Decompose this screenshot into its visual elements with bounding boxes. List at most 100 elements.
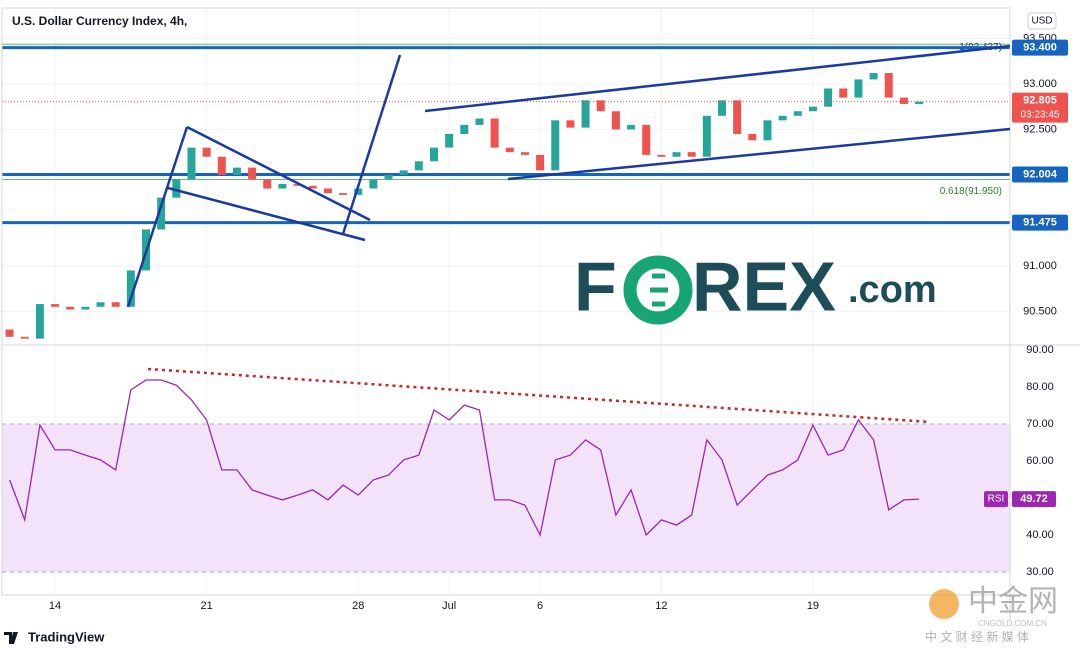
candle [596,100,605,112]
rsi-line [8,379,920,537]
candle [35,304,44,339]
y-tick-label: 60.00 [1026,455,1054,467]
trend-line [186,125,371,222]
x-tick-label: 6 [537,600,543,612]
candle [399,170,408,175]
y-tick-label: 91.000 [1023,260,1057,272]
candle [733,100,742,134]
cn-icon [929,589,959,619]
last-price-badge [1012,92,1068,123]
trend-lines [126,44,1011,424]
candle [460,124,469,134]
candle [642,124,651,155]
candle [566,120,575,128]
trend-line [126,126,189,308]
candle [369,179,378,189]
watermark-o-mark [650,273,668,307]
level-label: 92.004 [1023,168,1058,180]
candle [111,302,120,307]
x-tick-label: 28 [352,600,364,612]
logo: TradingView [28,629,105,644]
y-tick-label: 90.00 [1026,344,1054,356]
last-price-label: 92.805 [1023,95,1057,107]
x-tick-label: Jul [442,600,456,612]
candle [687,152,696,157]
candle [611,111,620,130]
candle [778,115,787,121]
candle [172,179,181,198]
candle [248,167,257,180]
y-tick-label: 70.00 [1026,418,1054,430]
candle [81,306,90,310]
candle [5,329,14,337]
candle [702,115,711,157]
candle [748,133,757,141]
candle [657,154,666,157]
candle [202,147,211,157]
watermark-text: .com [848,269,937,311]
currency: USD [1031,16,1052,27]
candle [263,179,272,189]
candle [915,101,924,104]
watermark-text: REX [692,247,836,325]
candle [854,79,863,98]
level-label: 91.475 [1023,217,1057,229]
cn-watermark: 中金网 CNGOLD.COM.CN 中 文 财 经 新 媒 体 [925,585,1058,644]
candle [96,302,105,307]
candle [187,147,196,180]
candle [232,167,241,175]
candle [899,97,908,104]
x-tick-label: 12 [655,600,667,612]
candle [384,174,393,180]
candle [66,306,75,310]
candle [293,184,302,186]
rsi-band [2,424,1010,573]
candle [278,184,287,189]
watermark-o [623,255,693,325]
trend-line [167,186,366,242]
y-tick-label: 92.500 [1023,123,1057,135]
candle [672,152,681,157]
candle [581,100,590,128]
rsi-name-badge [984,491,1008,508]
x-tick-label: 21 [201,600,213,612]
candle [126,270,135,307]
candle [354,188,363,195]
trend-line [341,54,402,235]
candle [718,100,726,116]
candle [430,147,438,162]
candle [551,120,560,171]
level-label: 93.400 [1023,41,1057,53]
candle [157,197,166,230]
candle [323,188,332,194]
logo-icon [4,632,18,644]
candle [490,118,499,148]
cn-slogan: 中 文 财 经 新 媒 体 [925,629,1029,644]
candle [217,156,226,175]
cn-site: CNGOLD.COM.CN [978,619,1047,628]
candle [308,185,317,189]
y-tick-label: 93.000 [1023,78,1057,90]
currency-box [1027,12,1057,30]
chart-title: U.S. Dollar Currency Index, 4h, [12,14,187,28]
countdown: 03:23:45 [1021,109,1060,120]
candle [520,152,529,155]
y-tick-label: 30.00 [1026,566,1054,578]
candle [339,193,348,195]
candle [869,73,878,80]
level-badge [1012,166,1068,183]
rsi-badge [1012,491,1056,508]
candle [505,147,514,153]
level-badge [1012,214,1068,231]
x-tick-label: 14 [49,600,61,612]
level-badge [1012,39,1068,56]
rsi-trend-line [147,367,931,424]
candle [824,88,833,107]
y-tick-label: 40.00 [1026,529,1054,541]
trend-line [424,44,1011,113]
candle [627,124,636,130]
rsi-name: RSI [988,494,1005,505]
candle [763,120,772,141]
